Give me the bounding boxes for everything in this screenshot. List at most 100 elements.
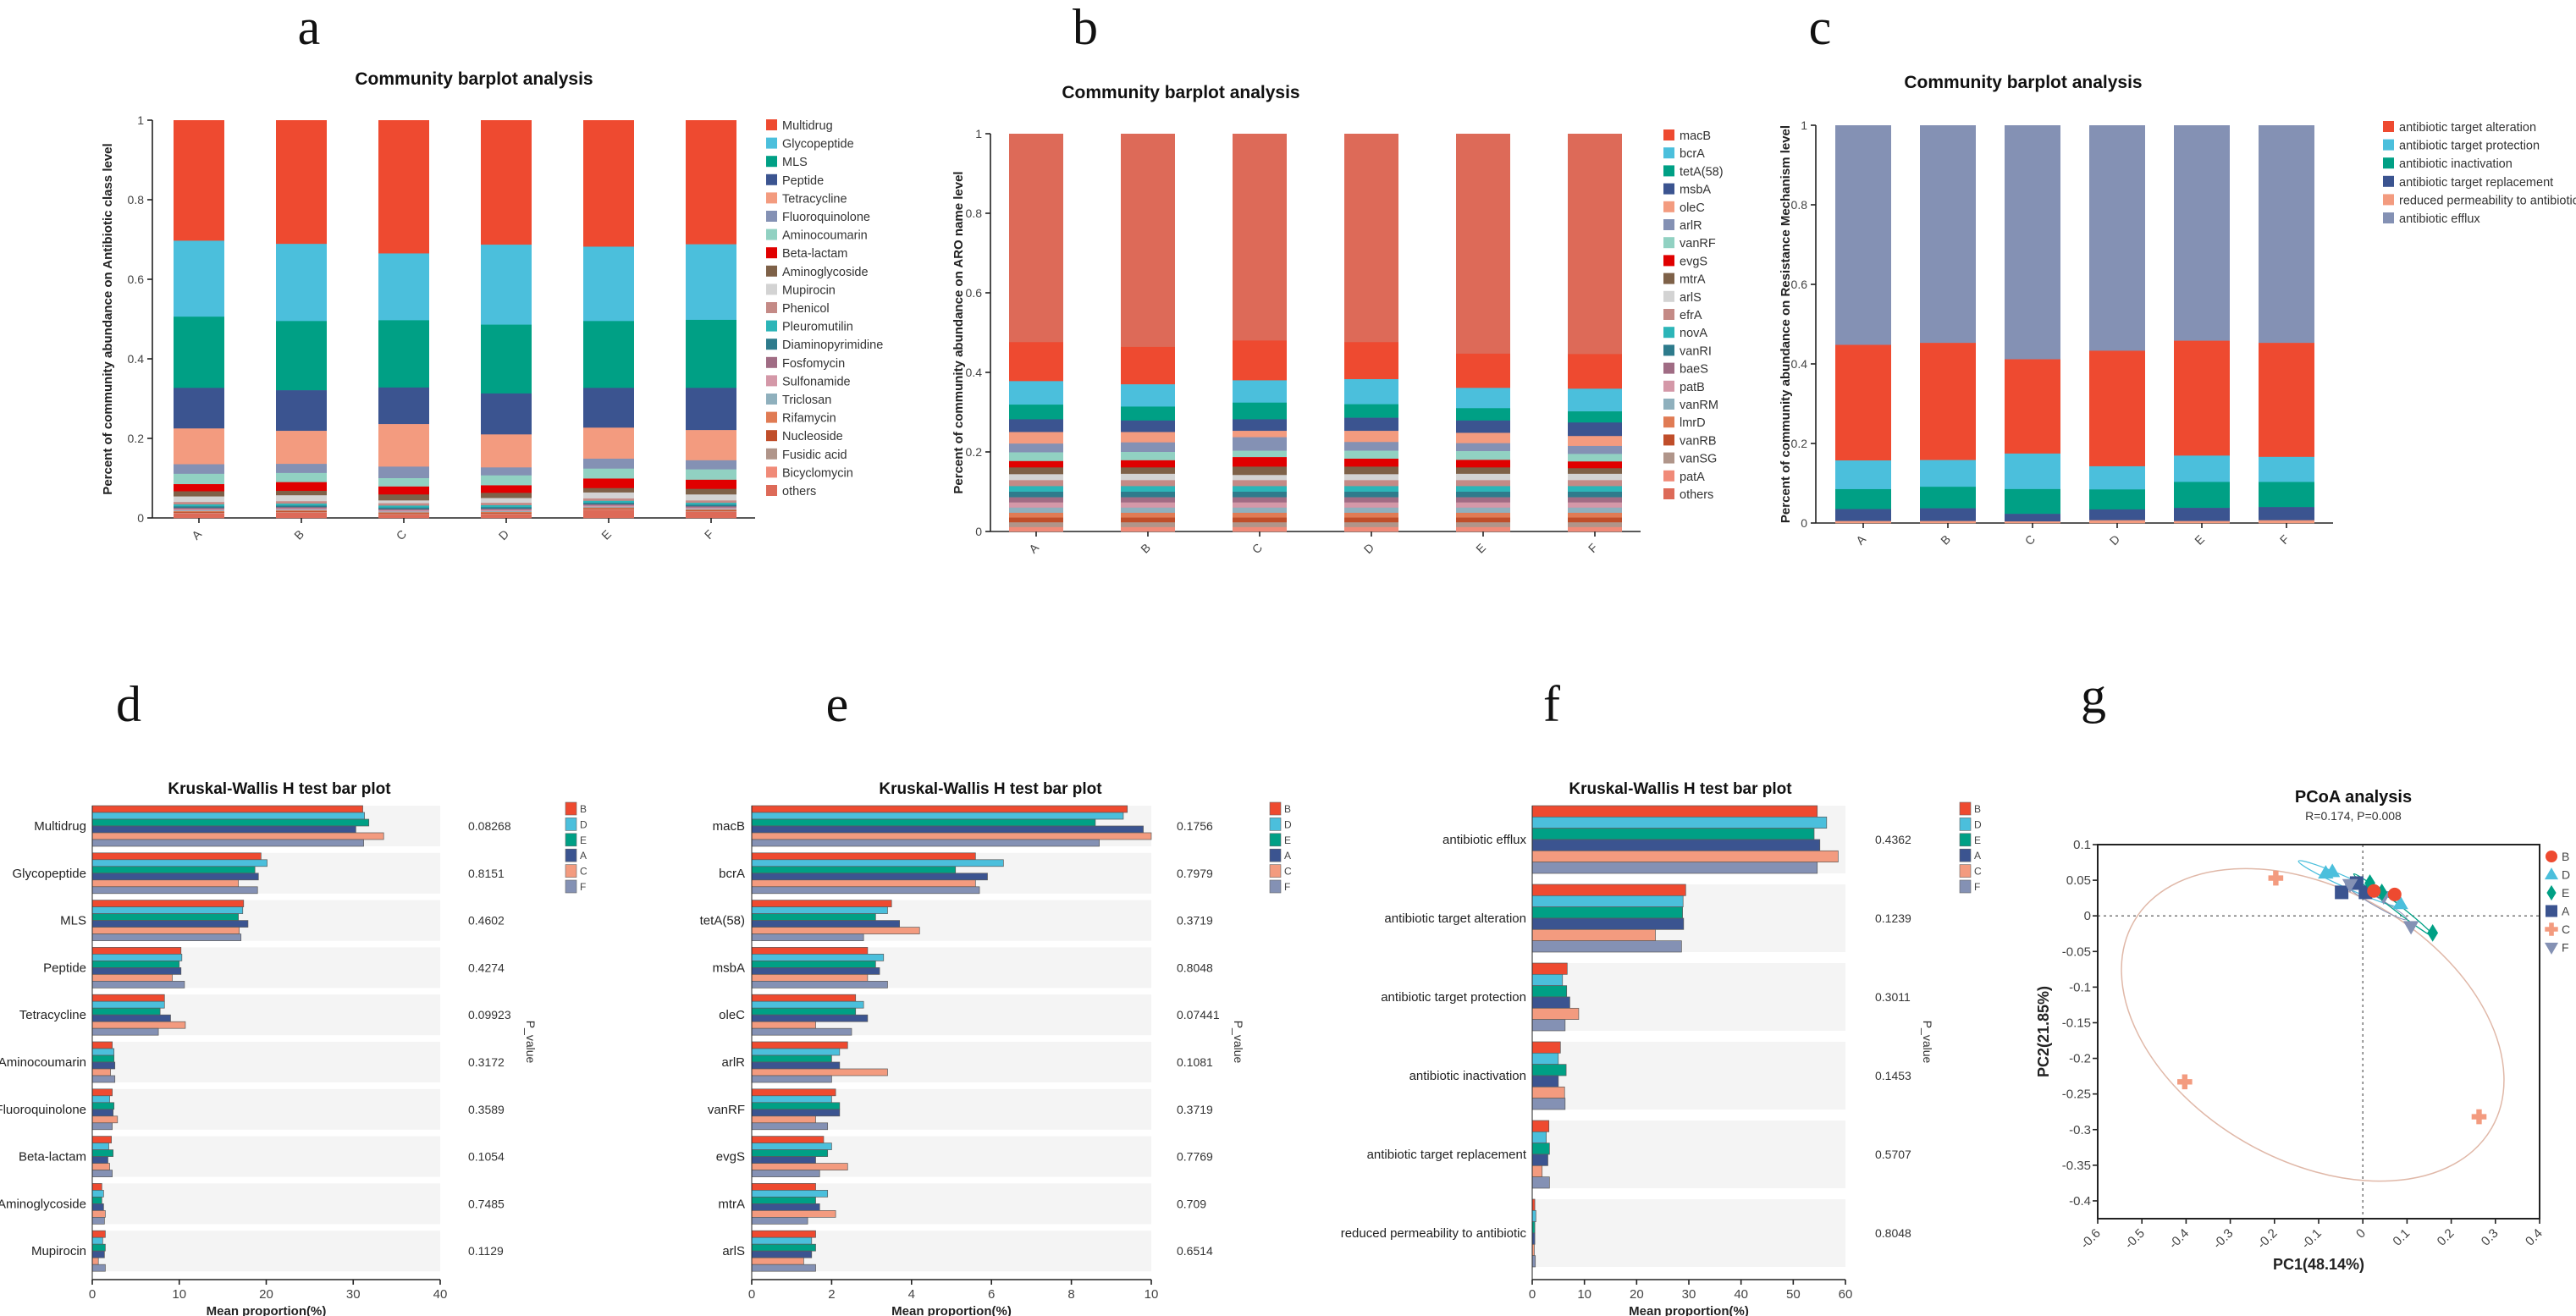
bar-segment — [1233, 507, 1287, 514]
bar-C — [91, 1210, 106, 1218]
bar-A — [91, 1109, 114, 1117]
legend-label: mtrA — [1680, 273, 1706, 287]
bar-C — [751, 1210, 836, 1218]
p-value: 0.7979 — [1177, 867, 1213, 880]
kw-row: antibiotic inactivation 0.1453 — [1409, 1041, 1911, 1110]
row-background — [92, 1231, 440, 1272]
y-tick-label: 0.8 — [1791, 198, 1808, 212]
bar-segment — [276, 495, 327, 502]
kw-row: Glycopeptide 0.8151 — [12, 852, 505, 895]
legend-label: A — [580, 850, 587, 862]
bar-segment — [1121, 512, 1175, 518]
x-tick-label: 0.4 — [2523, 1226, 2546, 1249]
bar-segment — [1121, 480, 1175, 487]
bar-segment — [1009, 419, 1063, 432]
category-label: Multidrug — [34, 819, 86, 834]
bar-segment — [2174, 520, 2230, 524]
bar-segment — [1009, 526, 1063, 532]
bar-C — [91, 1021, 186, 1029]
bar-segment — [378, 514, 429, 515]
x-axis-label: Mean proportion(%) — [207, 1304, 327, 1316]
chart-title: Kruskal-Wallis H test bar plot — [168, 780, 391, 798]
category-label: Beta-lactam — [19, 1150, 86, 1165]
bar-segment — [583, 427, 634, 460]
legend-label: Peptide — [782, 174, 824, 188]
bar-segment — [1233, 492, 1287, 498]
legend-swatch — [766, 211, 777, 222]
bar-segment — [1121, 486, 1175, 493]
legend-swatch — [1663, 290, 1674, 302]
bar-segment — [174, 508, 224, 509]
bar-segment — [1835, 460, 1891, 490]
bar-segment — [1233, 340, 1287, 381]
legend-swatch — [1663, 452, 1674, 464]
bar-F — [91, 1217, 105, 1225]
y-tick-label: 1 — [975, 127, 982, 140]
bar-segment — [1568, 422, 1622, 437]
p-value: 0.5707 — [1875, 1148, 1911, 1161]
bar-segment — [276, 510, 327, 512]
bar-segment — [1009, 381, 1063, 405]
category-label: antibiotic target protection — [1381, 990, 1526, 1005]
bar-segment — [686, 469, 736, 481]
bar-D — [91, 1190, 104, 1198]
point-A — [2335, 885, 2349, 900]
y-tick-label: 0.6 — [966, 286, 983, 300]
legend-swatch — [766, 119, 777, 130]
bar-F — [751, 1264, 816, 1272]
panel-a: a Community barplot analysis 0 0.2 0.4 0.6 0.8… — [101, 0, 883, 542]
kw-row: Aminocoumarin 0.3172 — [0, 1041, 505, 1083]
bar-B — [751, 805, 1128, 813]
legend-swatch — [766, 430, 777, 442]
category-label: antibiotic inactivation — [1409, 1069, 1526, 1083]
bar-segment — [1456, 512, 1510, 518]
legend-label: vanRM — [1680, 399, 1718, 412]
bar-segment — [583, 388, 634, 428]
bar-F — [91, 1264, 106, 1272]
bar-B — [1531, 1120, 1550, 1132]
bar-B — [91, 1230, 106, 1238]
bar-B — [91, 1041, 113, 1049]
bar-segment — [1344, 486, 1398, 493]
point-D — [2324, 863, 2341, 878]
bar-F — [1531, 1176, 1550, 1189]
bar-segment — [276, 511, 327, 513]
bar-segment — [481, 467, 532, 476]
legend-label: F — [2562, 941, 2569, 955]
p-value: 0.1081 — [1177, 1055, 1213, 1069]
category-label: antibiotic target alteration — [1384, 911, 1526, 926]
bar-E — [751, 1149, 829, 1157]
bar-C — [91, 832, 384, 840]
bar-F — [1531, 862, 1818, 874]
panel-label: a — [298, 0, 321, 55]
bar-segment — [2005, 359, 2060, 454]
y-axis-label: Percent of community abundance on ARO na… — [952, 171, 966, 493]
bar-F — [751, 1122, 829, 1131]
bar-segment — [1568, 486, 1622, 493]
bar-segment — [1835, 125, 1891, 345]
y-tick-label: 0.1 — [2073, 838, 2091, 852]
bar-segment — [174, 511, 224, 514]
p-value: 0.3719 — [1177, 914, 1213, 928]
bar-B — [91, 1088, 113, 1097]
bar-C — [1531, 928, 1656, 941]
bar-segment — [1121, 497, 1175, 503]
bar-segment — [2005, 521, 2060, 524]
bar-C — [751, 832, 1152, 840]
bar-segment — [1568, 473, 1622, 481]
legend-label: Rifamycin — [782, 412, 836, 426]
category-label: antibiotic target replacement — [1367, 1148, 1527, 1162]
bar-D — [751, 859, 1004, 867]
bar-segment — [276, 505, 327, 508]
panel-label: c — [1809, 0, 1832, 55]
bar-segment — [174, 502, 224, 505]
p-value: 0.1054 — [468, 1150, 505, 1164]
bar-segment — [1456, 467, 1510, 475]
bar-segment — [174, 484, 224, 492]
point-D — [2392, 895, 2408, 910]
p-value: 0.1756 — [1177, 819, 1213, 833]
kw-row: Mupirocin 0.1129 — [31, 1230, 504, 1272]
bar-A — [91, 1061, 116, 1070]
legend-label: tetA(58) — [1680, 165, 1724, 179]
y-tick-label: 1 — [137, 113, 144, 127]
